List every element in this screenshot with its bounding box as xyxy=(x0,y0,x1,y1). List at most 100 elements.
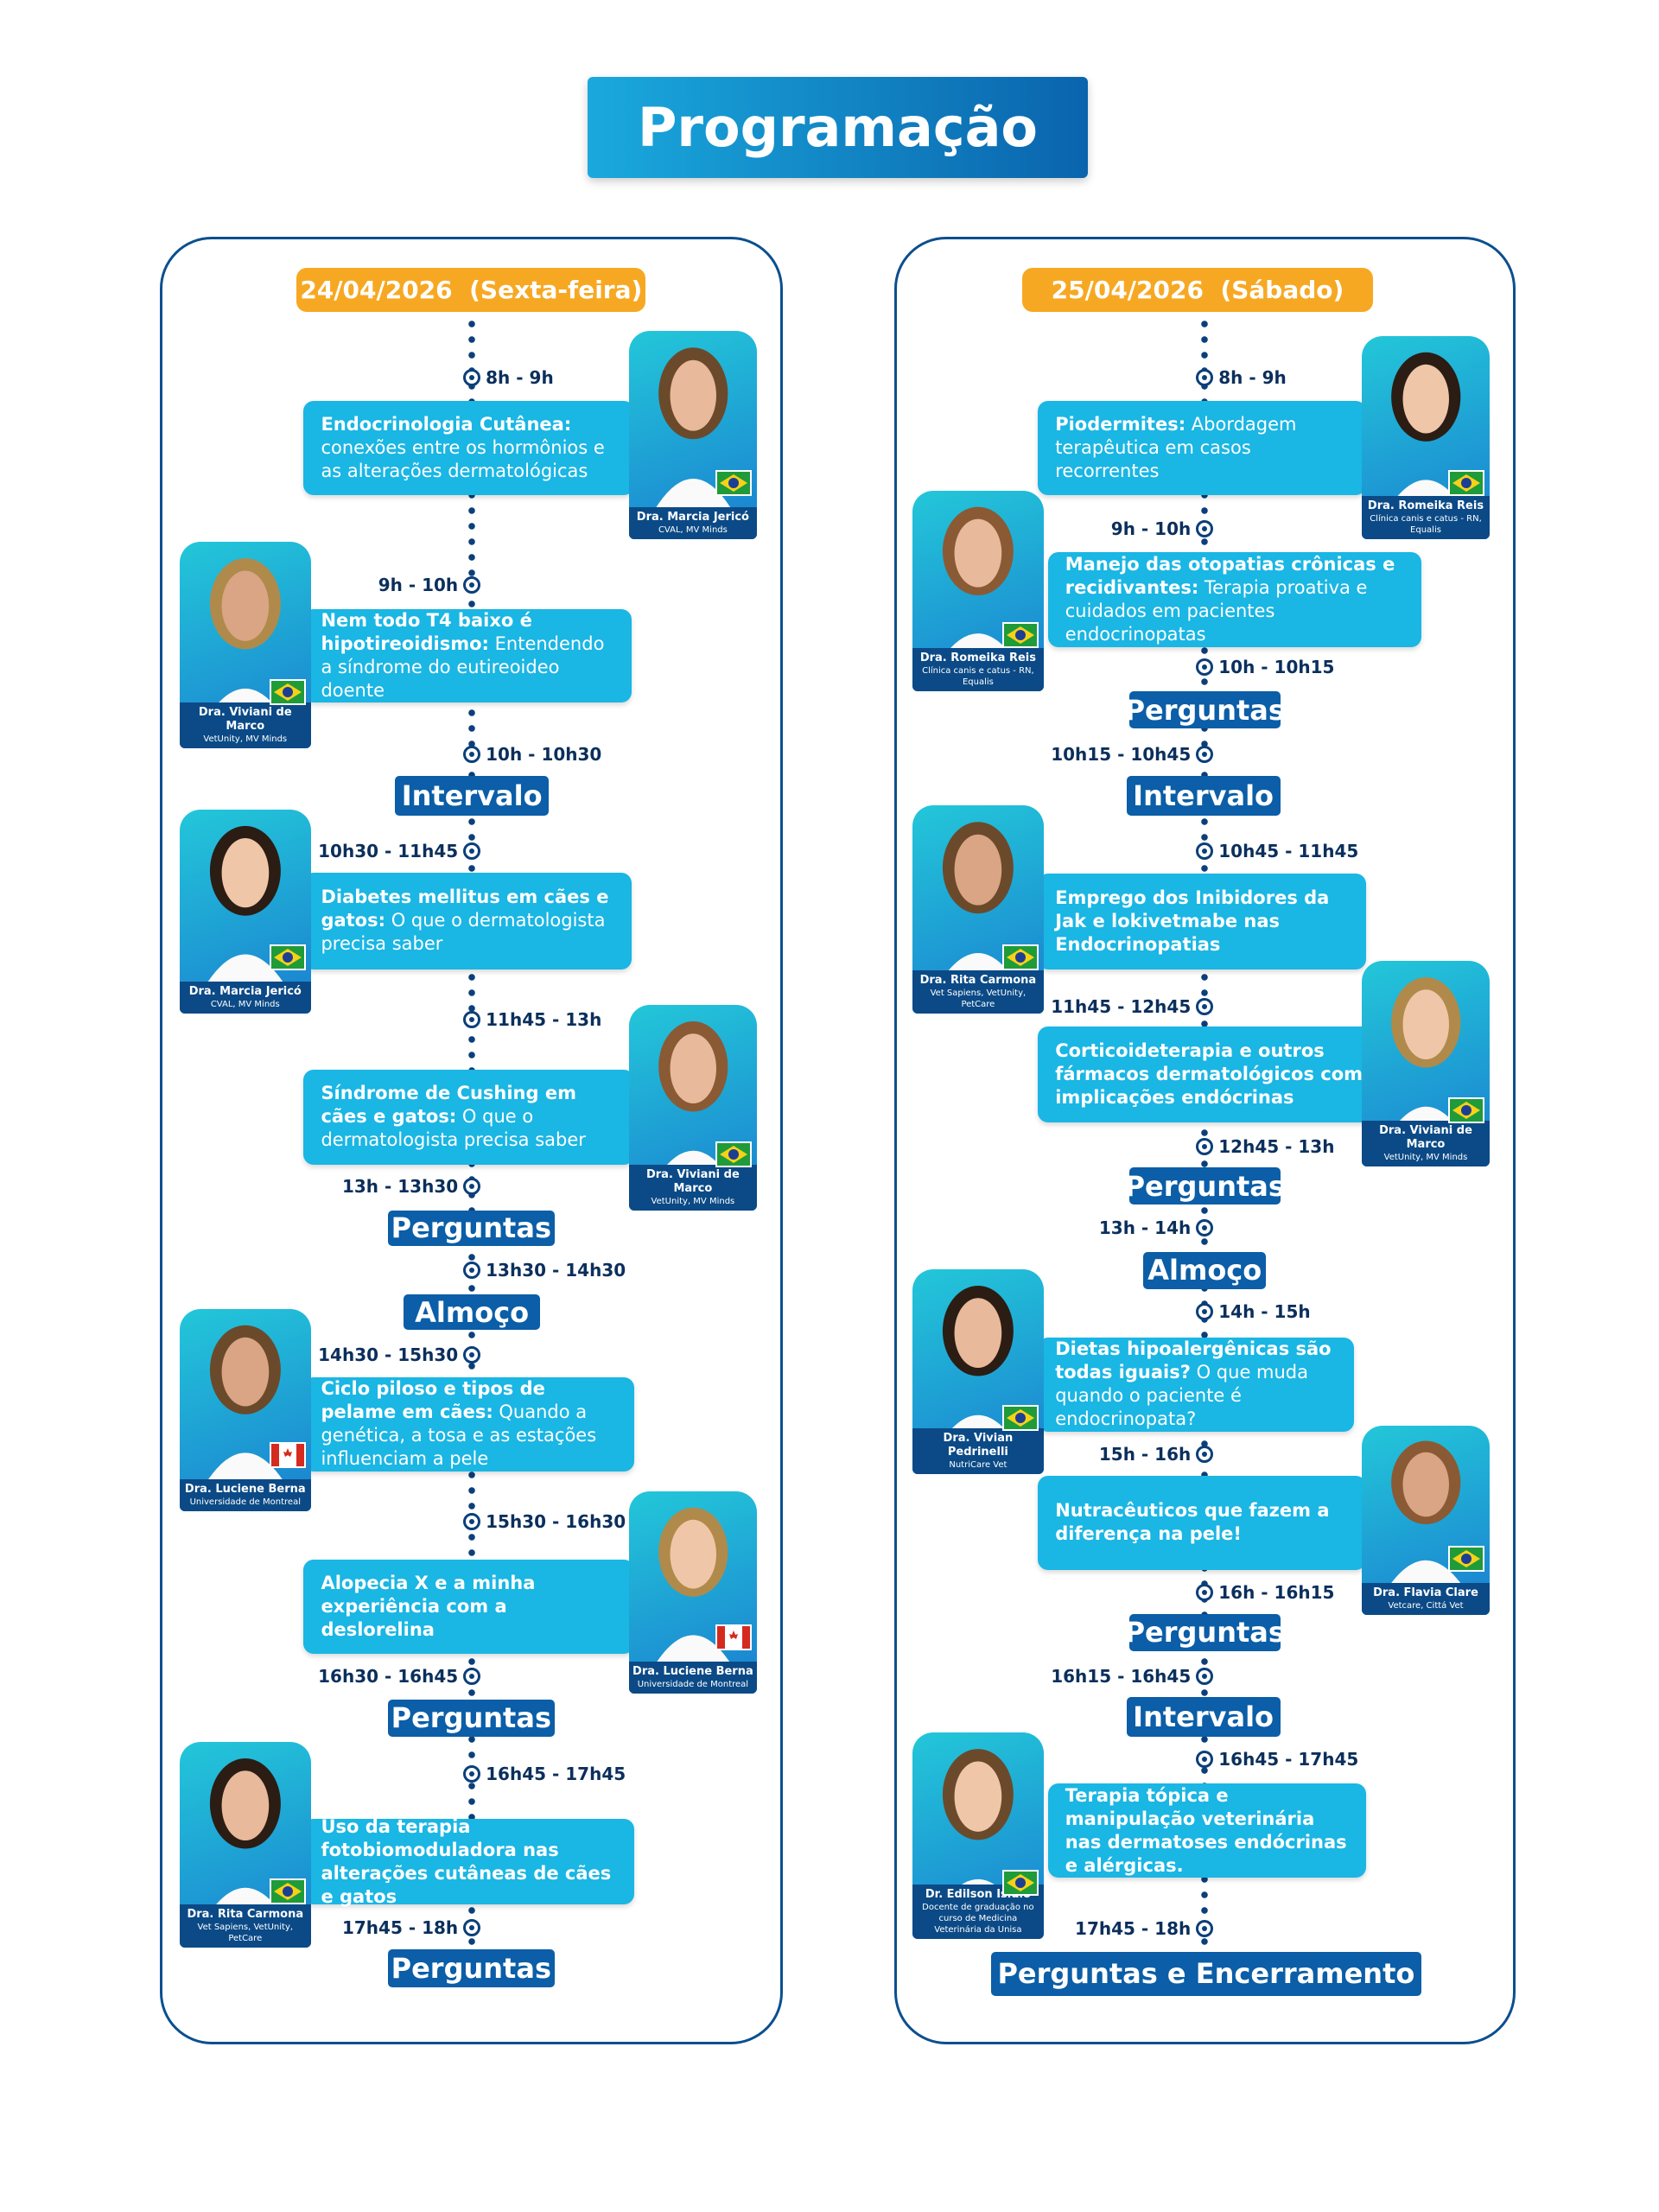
time-marker xyxy=(1196,658,1214,677)
time-marker xyxy=(463,1918,481,1936)
speaker-name: Dra. Viviani de Marco xyxy=(645,1167,740,1195)
speaker-affiliation: Vet Sapiens, VetUnity, PetCare xyxy=(197,1922,294,1943)
speaker-affiliation: Clínica canis e catus - RN, Equalis xyxy=(922,666,1034,688)
speaker-card: Dra. Flavia Clare Vetcare, Cittá Vet xyxy=(1361,1426,1491,1616)
session-label: Perguntas xyxy=(1125,691,1285,729)
speaker-card: Dra. Luciene Berna Universidade de Montre… xyxy=(628,1491,758,1694)
time-label: 15h - 16h xyxy=(1098,1444,1192,1465)
talk-title-bold: Uso da terapia fotobiomoduladora nas alt… xyxy=(321,1815,612,1907)
flag xyxy=(1001,1870,1039,1896)
speaker-affiliation: CVAL, MV Minds xyxy=(658,524,728,535)
flag xyxy=(715,1624,753,1651)
talk-title-text: conexões entre os hormônios e as alteraç… xyxy=(321,436,605,481)
talk-box: Manejo das otopatias crônicas e recidiva… xyxy=(1047,551,1422,648)
timeline xyxy=(1201,316,1209,1951)
session-label: Almoço xyxy=(1143,1251,1267,1289)
speaker-affiliation: NutriCare Vet xyxy=(949,1460,1007,1471)
speaker-card: Dra. Romeika Reis Clínica canis e catus -… xyxy=(1361,336,1491,539)
time-label: 16h - 16h15 xyxy=(1218,1582,1335,1604)
talk-title-text: Abordagem terapêutica em casos recorrent… xyxy=(1055,413,1297,481)
talk-title: Piodermites: Abordagem terapêutica em ca… xyxy=(1055,413,1349,483)
talk-title-bold: Terapia tópica e manipulação veterinária… xyxy=(1065,1784,1347,1876)
session-label: Almoço xyxy=(403,1294,541,1331)
time-marker xyxy=(1196,1218,1214,1236)
speaker-name: Dra. Romeika Reis xyxy=(919,652,1036,665)
session-label: Perguntas e Encerramento xyxy=(990,1951,1422,1996)
time-label: 9h - 10h xyxy=(1110,518,1192,540)
time-marker xyxy=(1196,842,1214,861)
speaker-affiliation: VetUnity, MV Minds xyxy=(203,734,288,745)
flag xyxy=(715,1141,753,1167)
day-date: 24/04/2026 (Sexta-feira) xyxy=(296,268,646,313)
time-marker xyxy=(463,1262,481,1280)
speaker-affiliation: VetUnity, MV Minds xyxy=(1383,1152,1468,1162)
speaker-card: Dra. Vivian Pedrinelli NutriCare Vet xyxy=(912,1268,1044,1475)
talk-title: Alopecia X e a minha experiência com a d… xyxy=(321,1572,617,1642)
flag xyxy=(269,679,306,706)
speaker-name: Dra. Marcia Jericó xyxy=(188,985,302,999)
speaker-affiliation: Clínica canis e catus - RN, Equalis xyxy=(1370,513,1482,535)
speaker-caption: Dra. Marcia Jericó CVAL, MV Minds xyxy=(628,506,758,539)
speaker-card: Dra. Viviani de Marco VetUnity, MV Minds xyxy=(1361,961,1491,1166)
time-label: 10h30 - 11h45 xyxy=(318,841,459,862)
flag xyxy=(1448,1096,1485,1123)
time-label: 13h30 - 14h30 xyxy=(486,1260,626,1281)
time-marker xyxy=(1196,1584,1214,1602)
speaker-caption: Dra. Romeika Reis Clínica canis e catus -… xyxy=(912,648,1044,692)
talk-title-text: Terapia proativa e cuidados em pacientes… xyxy=(1065,576,1368,645)
time-marker xyxy=(463,1512,481,1530)
talk-title-bold: Diabetes mellitus em cães e gatos: xyxy=(321,887,609,931)
time-marker xyxy=(463,369,481,387)
flag xyxy=(1001,944,1039,971)
time-marker xyxy=(1196,520,1214,538)
talk-title-text: O que o dermatologista precisa saber xyxy=(321,1106,586,1151)
speaker-affiliation: Docente de graduação no curso de Medicin… xyxy=(922,1903,1034,1935)
flag xyxy=(1001,1405,1039,1432)
time-label: 16h30 - 16h45 xyxy=(318,1666,459,1688)
talk-title-bold: Alopecia X e a minha experiência com a d… xyxy=(321,1573,536,1641)
talk-title: Uso da terapia fotobiomoduladora nas alt… xyxy=(321,1815,622,1909)
speaker-caption: Dra. Luciene Berna Universidade de Montre… xyxy=(179,1478,311,1511)
talk-title-bold: Piodermites: xyxy=(1055,413,1186,435)
time-label: 15h30 - 16h30 xyxy=(486,1510,626,1532)
speaker-affiliation: VetUnity, MV Minds xyxy=(651,1196,735,1206)
time-label: 10h45 - 11h45 xyxy=(1218,841,1359,862)
talk-title-bold: Nem todo T4 baixo é hipotireoidismo: xyxy=(321,609,532,654)
talk-title: Endocrinologia Cutânea: conexões entre o… xyxy=(321,413,617,483)
speaker-affiliation: Universidade de Montreal xyxy=(189,1497,301,1507)
session-label: Perguntas xyxy=(1125,1167,1285,1205)
time-marker xyxy=(1196,1446,1214,1463)
flag xyxy=(1448,1546,1485,1573)
time-label: 16h45 - 17h45 xyxy=(486,1763,626,1784)
time-marker xyxy=(463,1345,481,1363)
time-label: 16h45 - 17h45 xyxy=(1218,1749,1359,1770)
time-label: 11h45 - 13h xyxy=(486,1008,602,1030)
talk-title-bold: Nutracêuticos que fazem a diferença na p… xyxy=(1055,1500,1330,1545)
time-marker xyxy=(1196,997,1214,1015)
time-marker xyxy=(1196,369,1214,387)
time-marker xyxy=(463,745,481,763)
talk-title: Diabetes mellitus em cães e gatos: O que… xyxy=(321,886,620,956)
speaker-card: Dra. Viviani de Marco VetUnity, MV Minds xyxy=(179,542,311,749)
talk-box: Alopecia X e a minha experiência com a d… xyxy=(303,1560,635,1654)
talk-title-bold: Corticoideterapia e outros fármacos derm… xyxy=(1055,1039,1363,1108)
speaker-card: Dra. Luciene Berna Universidade de Montre… xyxy=(179,1308,311,1511)
flag xyxy=(269,1878,306,1904)
speaker-affiliation: CVAL, MV Minds xyxy=(210,1000,280,1010)
speaker-name: Dra. Rita Carmona xyxy=(919,974,1037,988)
talk-box: Ciclo piloso e tipos de pelame em cães: … xyxy=(303,1376,635,1471)
flag xyxy=(715,469,753,496)
day-date: 25/04/2026 (Sábado) xyxy=(1022,268,1373,313)
talk-title: Nem todo T4 baixo é hipotireoidismo: Ent… xyxy=(321,609,620,702)
time-label: 9h - 10h xyxy=(378,574,459,595)
session-label: Perguntas xyxy=(1125,1613,1285,1651)
speaker-caption: Dra. Rita Carmona Vet Sapiens, VetUnity, … xyxy=(179,1904,311,1948)
speaker-caption: Dra. Flavia Clare Vetcare, Cittá Vet xyxy=(1361,1583,1491,1616)
speaker-caption: Dra. Viviani de Marco VetUnity, MV Minds xyxy=(1361,1120,1491,1166)
speaker-affiliation: Universidade de Montreal xyxy=(637,1680,749,1690)
time-label: 8h - 9h xyxy=(486,367,554,389)
time-marker xyxy=(1196,1668,1214,1686)
speaker-card: Dra. Viviani de Marco VetUnity, MV Minds xyxy=(628,1005,758,1211)
speaker-card: Dr. Edilson Isidio Docente de graduação n… xyxy=(912,1732,1044,1939)
speaker-name: Dra. Luciene Berna xyxy=(632,1665,753,1679)
